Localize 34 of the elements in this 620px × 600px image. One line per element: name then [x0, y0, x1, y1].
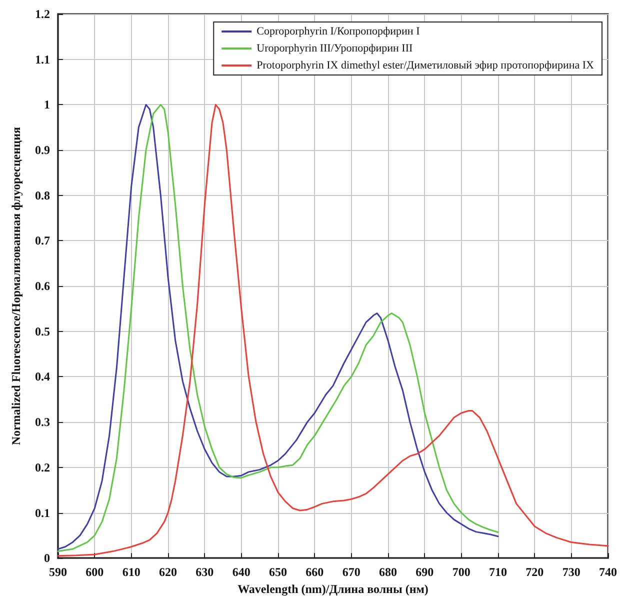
- x-tick-label: 630: [196, 565, 214, 580]
- x-tick-label: 650: [269, 565, 287, 580]
- x-tick-label: 730: [562, 565, 580, 580]
- x-tick-label: 720: [526, 565, 544, 580]
- legend-label: Coproporphyrin I/Копропорфирин I: [256, 26, 420, 38]
- y-tick-label: 0.3: [35, 415, 50, 430]
- y-axis-title: Normalized Fluorescence/Нормализованная флуоресценция: [9, 126, 23, 446]
- x-tick-label: 610: [122, 565, 140, 580]
- x-tick-label: 700: [452, 565, 470, 580]
- y-tick-label: 1.1: [35, 52, 50, 66]
- y-tick-label: 0.2: [35, 460, 50, 474]
- y-tick-label: 0.8: [35, 188, 50, 202]
- y-tick-label: 0.4: [35, 370, 50, 384]
- y-tick-label: 0.7: [35, 234, 50, 248]
- legend-label: Protoporphyrin IX dimethyl ester/Диметиловый эфир протопорфирина IX: [256, 60, 594, 72]
- x-tick-label: 660: [306, 565, 324, 580]
- y-tick-label: 1: [44, 98, 50, 112]
- x-axis-title: Wavelength (nm)/Длина волны (нм): [238, 582, 428, 596]
- x-tick-label: 600: [86, 565, 104, 580]
- y-tick-label: 0.6: [35, 279, 50, 294]
- y-tick-label: 0.9: [35, 143, 50, 158]
- x-tick-label: 590: [49, 565, 67, 580]
- y-tick-label: 0.1: [35, 506, 50, 520]
- y-tick-label: 0.5: [35, 324, 50, 338]
- x-tick-label: 670: [342, 565, 360, 580]
- x-tick-label: 620: [159, 565, 177, 580]
- x-tick-label: 680: [379, 565, 397, 580]
- x-tick-label: 640: [232, 565, 250, 580]
- y-tick-label: 1.2: [35, 7, 50, 21]
- x-tick-label: 740: [599, 565, 617, 580]
- y-tick-label: 0: [44, 551, 50, 566]
- x-tick-label: 690: [416, 565, 434, 580]
- legend-label: Uroporphyrin III/Уропорфирин III: [256, 42, 413, 54]
- x-tick-label: 710: [489, 565, 507, 580]
